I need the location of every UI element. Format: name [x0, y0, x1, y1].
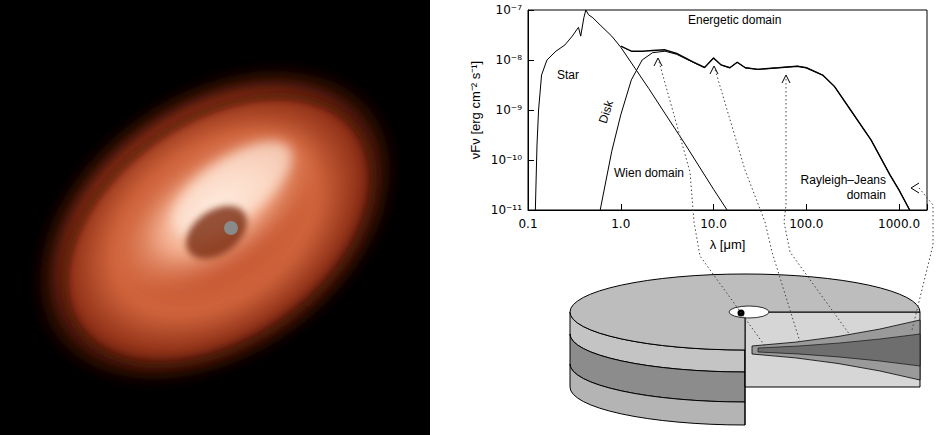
- svg-text:1000.0: 1000.0: [878, 217, 920, 231]
- svg-text:10⁻⁷: 10⁻⁷: [496, 3, 523, 17]
- svg-text:10⁻¹⁰: 10⁻¹⁰: [491, 153, 522, 167]
- svg-text:Disk: Disk: [596, 98, 617, 125]
- svg-text:10⁻⁸: 10⁻⁸: [496, 53, 523, 67]
- svg-text:Wien domain: Wien domain: [614, 166, 684, 180]
- svg-text:10⁻¹¹: 10⁻¹¹: [491, 203, 522, 217]
- svg-text:νFν [erg cm⁻² s⁻¹]: νFν [erg cm⁻² s⁻¹]: [468, 61, 483, 159]
- svg-text:Rayleigh–Jeans: Rayleigh–Jeans: [801, 173, 886, 187]
- svg-text:Energetic domain: Energetic domain: [688, 13, 781, 27]
- svg-text:100.0: 100.0: [789, 217, 823, 231]
- svg-text:10.0: 10.0: [700, 217, 727, 231]
- svg-text:1.0: 1.0: [611, 217, 630, 231]
- svg-text:10⁻⁹: 10⁻⁹: [496, 103, 523, 117]
- svg-text:Star: Star: [557, 68, 579, 82]
- svg-text:0.1: 0.1: [518, 217, 537, 231]
- svg-text:λ [μm]: λ [μm]: [710, 237, 746, 252]
- svg-text:domain: domain: [847, 188, 886, 202]
